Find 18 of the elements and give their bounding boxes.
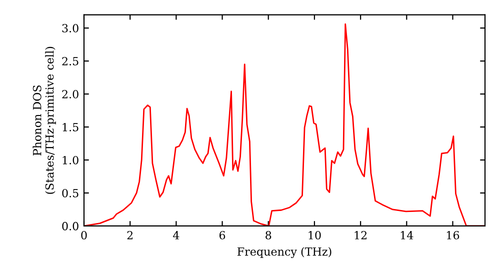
- x-tick-label: 16: [447, 231, 460, 240]
- y-tick-label: 0.0: [62, 222, 78, 230]
- y-axis-title: Phonon DOS (States/THz·primitive cell): [32, 46, 56, 194]
- y-tick-label: 0.5: [62, 188, 78, 198]
- y-tick-label: 1.5: [62, 122, 78, 132]
- y-tick-label: 2.5: [62, 56, 78, 66]
- x-axis-title: Frequency (THz): [237, 247, 332, 258]
- y-tick-label: 3.0: [62, 24, 78, 32]
- x-tick-label: 2: [127, 231, 133, 240]
- y-tick-label: 1.0: [62, 156, 78, 164]
- x-tick-label: 14: [400, 231, 414, 240]
- x-tick-label: 8: [266, 231, 272, 240]
- y-tick-label: 2.0: [62, 90, 78, 98]
- x-tick-label: 12: [354, 231, 367, 240]
- x-tick-label: 6: [219, 231, 226, 240]
- x-tick-label: 4: [172, 231, 180, 240]
- x-tick-label: 0: [81, 231, 87, 240]
- x-tick-label: 10: [308, 231, 321, 240]
